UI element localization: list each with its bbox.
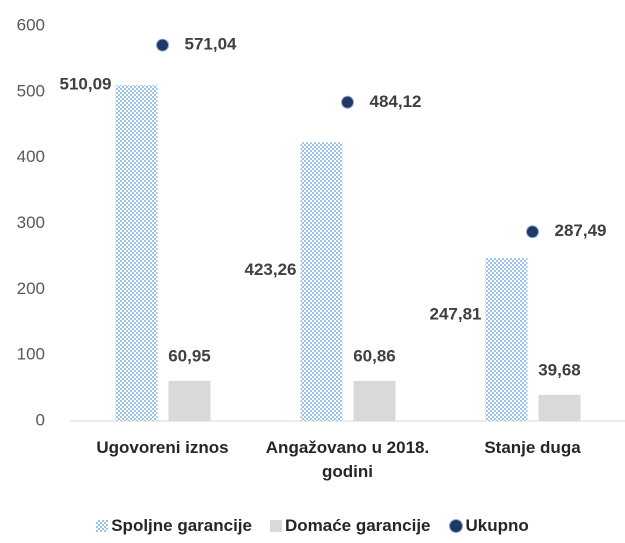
- bar: [538, 394, 581, 421]
- data-label: 60,95: [168, 346, 211, 365]
- y-tick-label: 500: [17, 81, 45, 100]
- legend-swatch: [96, 520, 109, 532]
- bar: [485, 257, 528, 421]
- bar: [300, 142, 343, 422]
- y-tick-label: 200: [17, 279, 45, 298]
- marker: [341, 95, 354, 109]
- data-label: 423,26: [245, 260, 297, 279]
- legend-label: Spoljne garancije: [111, 516, 252, 535]
- y-tick-label: 0: [36, 410, 45, 429]
- x-tick-label: Stanje duga: [484, 438, 581, 457]
- legend-label: Domaće garancije: [284, 516, 431, 535]
- bar: [353, 380, 396, 421]
- data-label: 484,12: [370, 92, 422, 111]
- data-label: 571,04: [185, 35, 238, 54]
- legend-item: Domaće garancije: [269, 516, 431, 536]
- marker: [526, 225, 539, 239]
- y-tick-label: 300: [17, 213, 45, 232]
- legend-swatch: [448, 519, 463, 533]
- y-tick-label: 600: [17, 15, 45, 34]
- marker: [156, 38, 169, 52]
- legend-swatch: [269, 520, 282, 532]
- legend-item: Spoljne garancije: [96, 516, 252, 536]
- data-label: 287,49: [555, 221, 607, 240]
- bar: [168, 380, 211, 421]
- data-label: 60,86: [353, 346, 396, 365]
- y-tick-label: 100: [17, 345, 45, 364]
- x-tick-label: Angažovano u 2018. godini: [265, 438, 430, 481]
- data-label: 510,09: [60, 75, 112, 94]
- x-tick-label: Ugovoreni iznos: [96, 438, 229, 457]
- legend-label: Ukupno: [465, 516, 529, 535]
- data-label: 247,81: [430, 304, 482, 323]
- y-tick-label: 400: [17, 147, 45, 166]
- data-label: 39,68: [538, 360, 581, 379]
- legend-item: Ukupno: [448, 516, 529, 536]
- legend: Spoljne garancije Domaće garancije Ukupno: [0, 516, 625, 536]
- bar: [115, 85, 158, 422]
